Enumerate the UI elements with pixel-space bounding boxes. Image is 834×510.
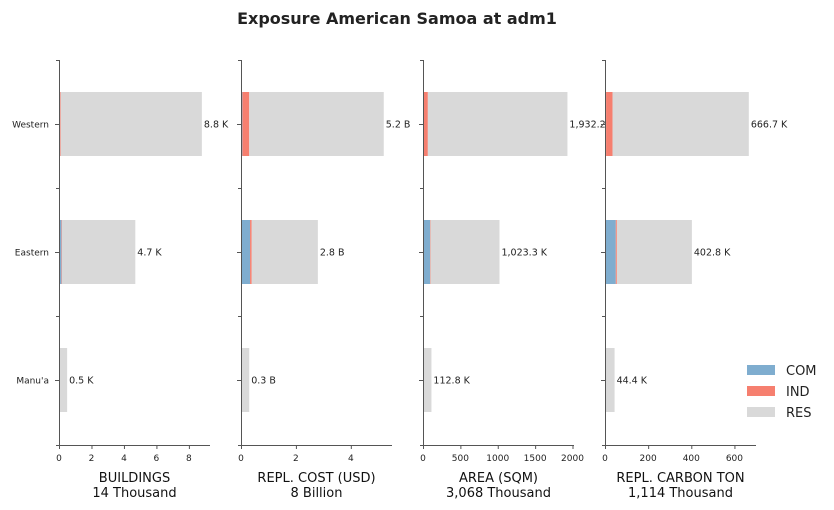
x-tick-label: 8 bbox=[186, 454, 192, 464]
x-tick-label: 6 bbox=[154, 454, 160, 464]
bar-res-1 bbox=[60, 92, 202, 156]
value-label: 1,023.3 K bbox=[501, 248, 547, 259]
x-tick-label: 400 bbox=[683, 454, 700, 464]
x-axis-subtitle: 1,114 Thousand bbox=[628, 486, 733, 501]
x-tick-label: 2000 bbox=[561, 454, 584, 464]
x-tick-label: 0 bbox=[602, 454, 608, 464]
legend-label-com: COM bbox=[786, 364, 817, 379]
bar-ind-1 bbox=[242, 92, 250, 156]
x-tick-label: 1500 bbox=[524, 454, 547, 464]
bar-res-3 bbox=[59, 348, 68, 412]
x-tick-label: 2 bbox=[89, 454, 95, 464]
x-axis-subtitle: 8 Billion bbox=[291, 486, 343, 501]
x-tick-label: 500 bbox=[452, 454, 469, 464]
value-label: 112.8 K bbox=[433, 376, 470, 387]
bar-res-1 bbox=[612, 92, 749, 156]
panel-3: 1,932.2 1,023.3 K 112.8 K 0 500 1000 1500 2000 A… bbox=[419, 60, 606, 501]
value-label: 8.8 K bbox=[204, 120, 229, 131]
bar-res-1 bbox=[427, 92, 568, 156]
x-tick-label: 0 bbox=[420, 454, 426, 464]
value-label: 402.8 K bbox=[694, 248, 731, 259]
x-tick-label: 1000 bbox=[486, 454, 509, 464]
x-axis-label: REPL. COST (USD) bbox=[257, 471, 375, 486]
x-axis-label: REPL. CARBON TON bbox=[616, 471, 744, 486]
category-label: Eastern bbox=[15, 249, 49, 259]
value-label: 2.8 B bbox=[320, 248, 345, 259]
value-label: 0.5 K bbox=[69, 376, 94, 387]
bar-res-2 bbox=[251, 220, 318, 284]
bar-com-2 bbox=[605, 220, 616, 284]
x-tick-label: 4 bbox=[348, 454, 354, 464]
bar-res-2 bbox=[61, 220, 136, 284]
legend-label-res: RES bbox=[786, 406, 812, 421]
bar-res-3 bbox=[423, 348, 432, 412]
legend-label-ind: IND bbox=[786, 385, 810, 400]
legend-swatch-com bbox=[747, 365, 775, 375]
bar-res-1 bbox=[249, 92, 384, 156]
value-label: 4.7 K bbox=[137, 248, 162, 259]
bar-ind-2 bbox=[615, 220, 617, 284]
x-axis-subtitle: 3,068 Thousand bbox=[446, 486, 551, 501]
bar-com-2 bbox=[241, 220, 251, 284]
chart-panels: 8.8 K 4.7 K 0.5 K Western Eastern Manu'a 0 2 4 6 8… bbox=[12, 60, 788, 501]
x-tick-label: 0 bbox=[238, 454, 244, 464]
legend-swatch-ind bbox=[747, 386, 775, 396]
bar-res-3 bbox=[605, 348, 615, 412]
value-label: 44.4 K bbox=[617, 376, 648, 387]
bar-res-3 bbox=[241, 348, 250, 412]
value-label: 0.3 B bbox=[251, 376, 276, 387]
bar-ind-1 bbox=[59, 92, 61, 156]
category-label: Western bbox=[12, 121, 49, 131]
bar-ind-2 bbox=[250, 220, 252, 284]
value-label: 666.7 K bbox=[751, 120, 788, 131]
panel-2: 5.2 B 2.8 B 0.3 B 0 2 4 REPL. COST (USD)8 Bill… bbox=[237, 60, 410, 501]
category-label: Manu'a bbox=[16, 377, 49, 387]
value-label: 1,932.2 bbox=[569, 120, 605, 131]
x-tick-label: 600 bbox=[726, 454, 743, 464]
value-label: 5.2 B bbox=[386, 120, 411, 131]
x-tick-label: 200 bbox=[640, 454, 657, 464]
x-axis-subtitle: 14 Thousand bbox=[92, 486, 176, 501]
x-axis-label: BUILDINGS bbox=[99, 471, 170, 486]
x-tick-label: 0 bbox=[56, 454, 62, 464]
x-axis-label: AREA (SQM) bbox=[459, 471, 538, 486]
bar-com-2 bbox=[59, 220, 62, 284]
chart-legend: COM IND RES bbox=[747, 364, 817, 421]
panel-4: 666.7 K 402.8 K 44.4 K 0 200 400 600 REPL. CARB… bbox=[601, 60, 788, 501]
bar-ind-1 bbox=[423, 92, 428, 156]
chart-title: Exposure American Samoa at adm1 bbox=[237, 9, 557, 28]
bar-ind-1 bbox=[606, 92, 613, 156]
panel-1: 8.8 K 4.7 K 0.5 K Western Eastern Manu'a 0 2 4 6 8… bbox=[12, 60, 229, 501]
x-tick-label: 4 bbox=[121, 454, 127, 464]
bar-res-2 bbox=[616, 220, 692, 284]
bar-res-2 bbox=[430, 220, 500, 284]
x-tick-label: 2 bbox=[293, 454, 299, 464]
bar-com-2 bbox=[423, 220, 431, 284]
legend-swatch-res bbox=[747, 407, 775, 417]
